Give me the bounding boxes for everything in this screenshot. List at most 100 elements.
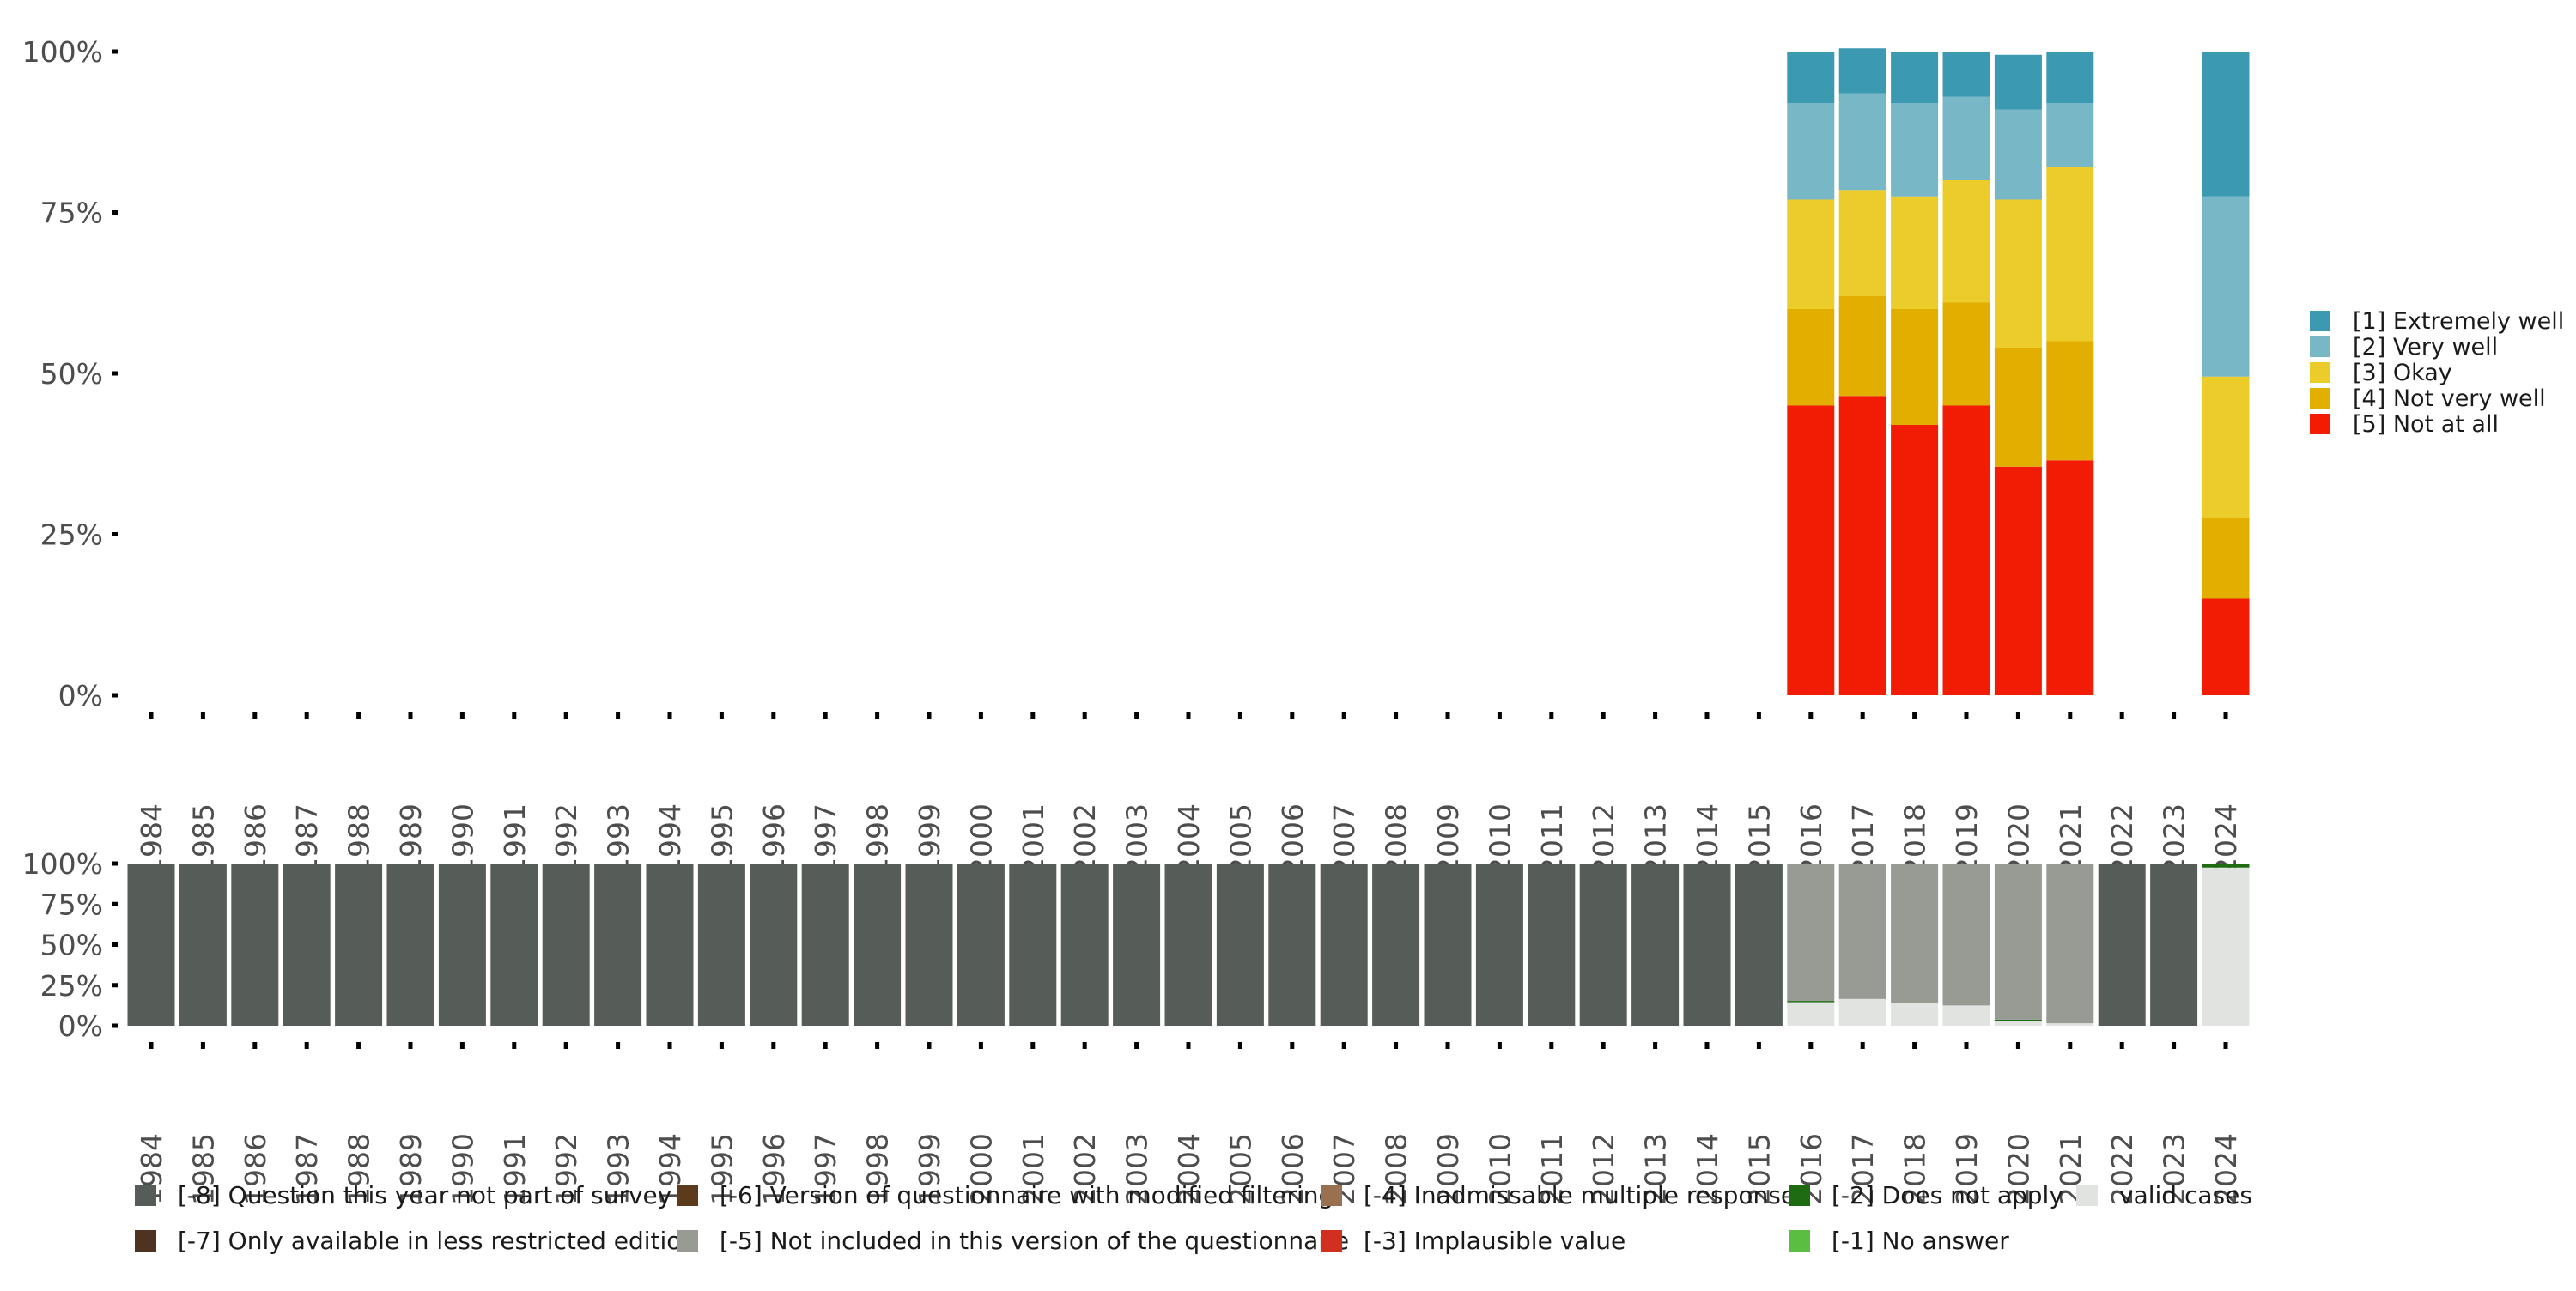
bar-segment — [1164, 864, 1212, 1026]
legend-swatch — [1789, 1185, 1810, 1206]
bar-segment — [1787, 103, 1835, 200]
bar-segment — [2046, 460, 2094, 695]
bar-segment — [1475, 864, 1523, 1026]
bar-segment — [1942, 52, 1990, 97]
bar-segment — [1838, 93, 1886, 191]
legend-swatch — [2310, 362, 2330, 383]
x-tick-label: 2003 — [1121, 1133, 1154, 1205]
legend-swatch — [677, 1185, 698, 1206]
x-tick-label: 2008 — [1380, 803, 1413, 876]
y-tick-label: 0% — [58, 1009, 103, 1043]
x-tick-label: 1989 — [394, 803, 428, 876]
x-tick-label: 1984 — [135, 803, 168, 876]
bar-segment — [594, 864, 642, 1026]
x-tick-label: 2000 — [964, 1133, 998, 1205]
bar-segment — [542, 864, 590, 1026]
bar-segment — [1891, 1003, 1939, 1026]
x-tick-label: 1997 — [809, 803, 842, 876]
bar-segment — [1787, 52, 1835, 103]
x-tick-label: 2010 — [1483, 803, 1516, 876]
bar-segment — [801, 864, 849, 1026]
x-tick-label: 2006 — [1276, 803, 1309, 876]
legend-swatch — [2310, 336, 2330, 357]
x-tick-label: 2000 — [964, 803, 998, 876]
x-tick-label: 2012 — [1587, 1133, 1620, 1205]
x-tick-label: 1990 — [446, 1133, 479, 1205]
bar-segment — [1838, 48, 1886, 94]
bar-segment — [1994, 109, 2042, 200]
bar-segment — [905, 864, 953, 1026]
x-tick-label: 2023 — [2158, 1133, 2191, 1205]
y-tick-label: 50% — [40, 929, 103, 962]
x-tick-label: 1992 — [550, 1133, 583, 1205]
bar-segment — [1528, 864, 1576, 1026]
legend-label: [-3] Implausible value — [1364, 1227, 1625, 1255]
bar-segment — [1942, 405, 1990, 695]
legend-swatch — [2076, 1185, 2098, 1206]
x-tick-label: 2020 — [2002, 803, 2035, 876]
legend-label: [1] Extremely well — [2353, 308, 2564, 335]
x-tick-label: 1991 — [498, 803, 532, 876]
legend-swatch — [677, 1230, 698, 1252]
x-tick-label: 2009 — [1431, 1133, 1465, 1205]
bar-segment — [1009, 864, 1057, 1026]
bar-segment — [2202, 196, 2250, 377]
bar-segment — [2150, 864, 2198, 1026]
bar-segment — [1942, 96, 1990, 180]
bar-segment — [2046, 167, 2094, 342]
x-tick-label: 2008 — [1380, 1133, 1413, 1205]
x-tick-label: 1993 — [602, 1133, 635, 1205]
bar-segment — [1838, 864, 1886, 999]
bar-segment — [1994, 864, 2042, 1020]
x-tick-label: 2002 — [1068, 803, 1102, 876]
x-tick-label: 2010 — [1483, 1133, 1516, 1205]
bar-segment — [231, 864, 279, 1026]
bar-segment — [646, 864, 694, 1026]
bar-segment — [1994, 199, 2042, 348]
x-tick-label: 2018 — [1899, 803, 1932, 876]
bar-segment — [2202, 518, 2250, 599]
x-tick-label: 2024 — [2209, 803, 2243, 876]
bar-segment — [854, 864, 902, 1026]
bar-segment — [1942, 1005, 1990, 1026]
x-tick-label: 2022 — [2105, 1133, 2139, 1205]
bar-segment — [438, 864, 486, 1026]
bar-segment — [1942, 180, 1990, 303]
x-tick-label: 2011 — [1535, 1133, 1569, 1205]
x-tick-label: 2017 — [1846, 803, 1880, 876]
bar-segment — [750, 864, 798, 1026]
legend-swatch — [2310, 414, 2330, 434]
bar-segment — [1787, 864, 1835, 1002]
bar-segment — [2202, 867, 2250, 1026]
bar-segment — [1838, 396, 1886, 695]
bar-segment — [1838, 296, 1886, 397]
x-tick-label: 1986 — [239, 803, 272, 876]
legend-label: valid cases — [2119, 1181, 2252, 1209]
bar-segment — [1891, 52, 1939, 103]
bar-segment — [1994, 348, 2042, 467]
bar-segment — [1424, 864, 1472, 1026]
bar-segment — [2202, 52, 2250, 197]
bar-segment — [1942, 302, 1990, 406]
legend-label: [-4] Inadmissable multiple response — [1364, 1181, 1795, 1209]
x-tick-label: 2013 — [1639, 1133, 1673, 1205]
bar-segment — [1787, 405, 1835, 695]
x-tick-label: 2015 — [1742, 1133, 1776, 1205]
x-tick-label: 1999 — [913, 1133, 946, 1205]
bar-segment — [127, 864, 175, 1026]
x-tick-label: 1993 — [602, 803, 635, 876]
legend-swatch — [1321, 1185, 1342, 1206]
x-tick-label: 2019 — [1950, 803, 1984, 876]
bar-segment — [386, 864, 434, 1026]
bar-segment — [179, 864, 227, 1026]
x-tick-label: 2014 — [1691, 1133, 1724, 1205]
bar-segment — [2202, 376, 2250, 518]
x-tick-label: 1985 — [186, 1133, 220, 1205]
bar-segment — [1113, 864, 1161, 1026]
x-tick-label: 2024 — [2209, 1133, 2243, 1205]
bar-segment — [2046, 103, 2094, 167]
legend-label: [2] Very well — [2353, 334, 2498, 361]
y-tick-label: 75% — [40, 197, 103, 230]
